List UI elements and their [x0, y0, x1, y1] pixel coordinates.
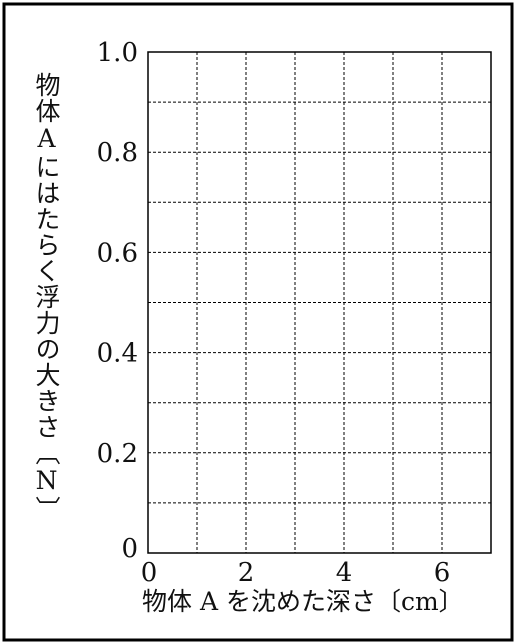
grid-lines: [148, 52, 491, 553]
x-tick-label: 2: [238, 558, 255, 588]
x-axis-label: 物体 A を沈めた深さ〔cm〕: [142, 587, 464, 616]
x-tick-labels: 0 2 4 6: [141, 558, 451, 588]
y-tick-labels: 0 0.2 0.4 0.6 0.8 1.0: [97, 38, 138, 564]
y-tick-label: 0.2: [97, 439, 138, 469]
y-tick-label: 0: [121, 534, 138, 564]
y-tick-label: 0.6: [97, 238, 138, 268]
y-tick-label: 0.4: [97, 339, 138, 369]
x-tick-label: 6: [434, 558, 451, 588]
y-tick-label: 0.8: [97, 138, 138, 168]
x-tick-label: 0: [141, 558, 158, 588]
plot-area: [147, 51, 492, 554]
x-tick-label: 4: [336, 558, 353, 588]
y-axis-label: 物体Aにはたらく浮力の大きさ〔N〕: [32, 72, 61, 522]
y-tick-label: 1.0: [97, 38, 138, 68]
